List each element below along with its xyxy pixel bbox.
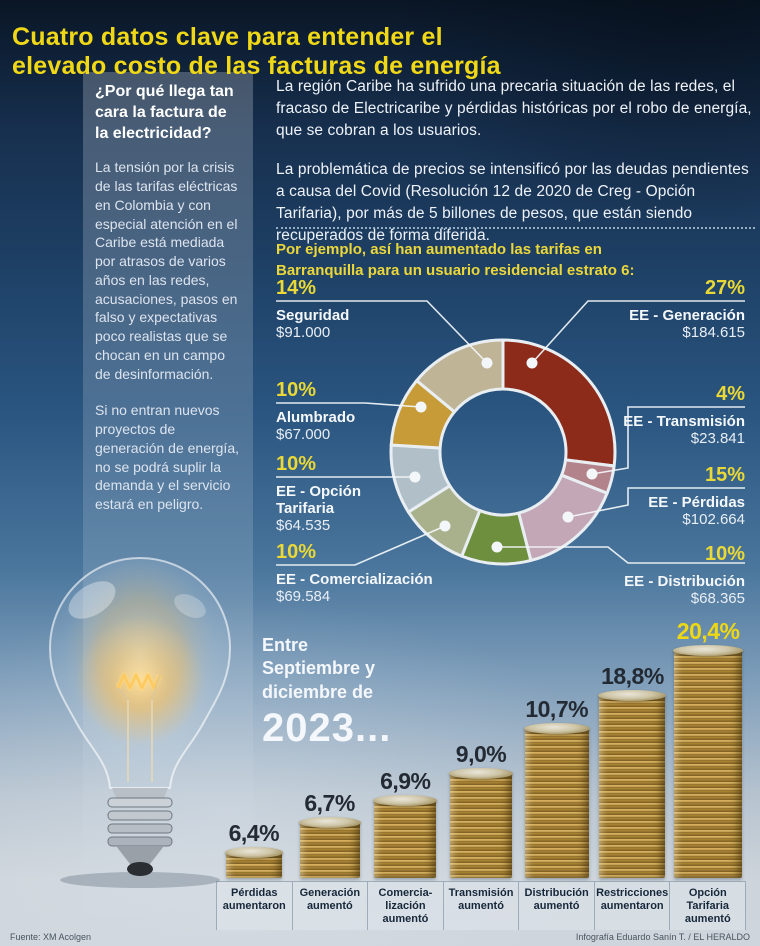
bar-category-cell: Restricciones aumentaron <box>593 882 670 930</box>
bar-value-label: 18,8% <box>601 663 664 689</box>
base-collar <box>112 788 168 798</box>
bar-category-cell: Comercia- lización aumentó <box>367 882 443 930</box>
coin-stack-2 <box>298 817 361 878</box>
bar-value-label: 20,4% <box>676 618 740 644</box>
light-bulb-illustration <box>48 557 232 888</box>
between-text-block: Entre Septiembre y diciembre de 2023... <box>262 634 391 751</box>
bar-category-cell: Opción Tarifaria aumentó <box>669 882 747 930</box>
bulb-glass <box>48 557 232 789</box>
base-contact-tip <box>127 862 153 876</box>
coin-stack-4 <box>449 768 513 878</box>
bar-value-label: 9,0% <box>455 741 507 767</box>
coin-stack-5 <box>523 723 590 878</box>
footer-credit: Infografía Eduardo Sanín T. / EL HERALDO <box>575 932 750 942</box>
base-taper <box>116 846 164 864</box>
bar-category-cell: Generación aumentó <box>291 882 368 930</box>
bar-category-band: Pérdidas aumentaron Generación aumentó Com… <box>216 881 747 930</box>
between-text-year: 2023... <box>262 706 392 751</box>
coin-stack-3 <box>373 795 438 878</box>
page-title: Cuatro datos clave para entender el elev… <box>12 22 501 80</box>
bar-value-label: 6,9% <box>380 768 431 794</box>
coin-stack-6 <box>598 690 667 878</box>
between-text-lines: Entre Septiembre y diciembre de <box>262 635 376 702</box>
footer-source: Fuente: XM Acolgen <box>10 932 92 942</box>
bar-value-label: 10,7% <box>525 696 589 722</box>
bar-category-cell: Distribución aumentó <box>518 882 594 930</box>
bar-category-cell: Transmisión aumentó <box>442 882 519 930</box>
coin-stack-7 <box>673 645 744 878</box>
screw-base <box>107 797 173 847</box>
